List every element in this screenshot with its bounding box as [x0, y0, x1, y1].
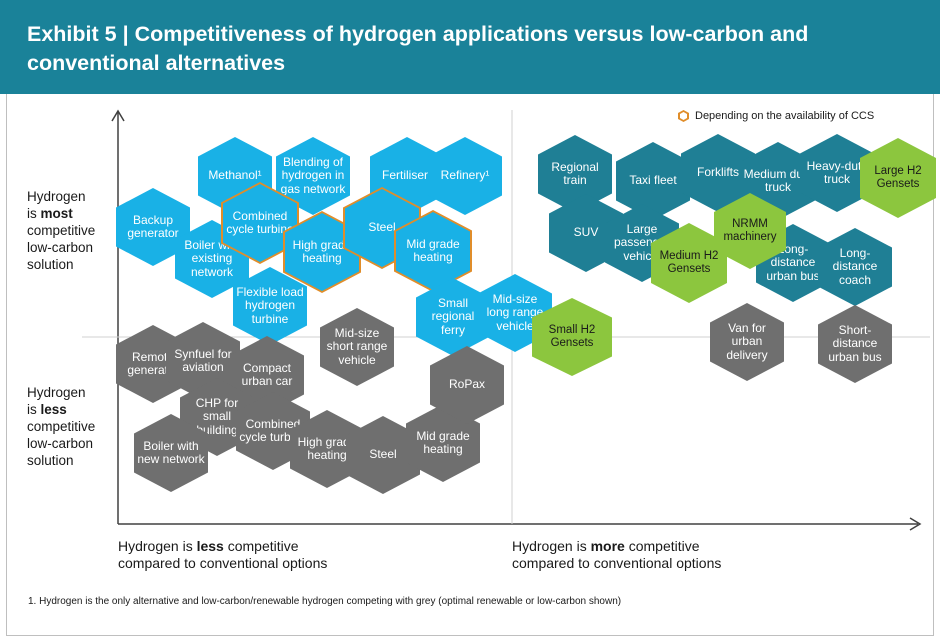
chart-frame: [6, 94, 934, 636]
hex-large-h2-gensets: Large H2 Gensets: [860, 138, 936, 218]
y-label-most: Hydrogen is most competitive low-carbon …: [27, 188, 117, 273]
hex-mid-grade-heating-blue: Mid grade heating: [396, 212, 470, 290]
emphasis-word: less: [196, 538, 224, 554]
y-label-line: is most: [27, 206, 73, 221]
ccs-outline-icon: [678, 110, 689, 122]
y-axis-arrow-icon: [111, 109, 125, 122]
hex-midsize-short-range: Mid-size short range vehicle: [320, 308, 394, 386]
x-label-less: Hydrogen is less competitive compared to…: [118, 538, 327, 572]
y-label-line: solution: [27, 453, 74, 468]
y-label-line: Hydrogen: [27, 189, 86, 204]
hex-medium-h2-gensets: Medium H2 Gensets: [651, 223, 727, 303]
x-axis-arrow-icon: [909, 517, 922, 531]
emphasis-word: more: [590, 538, 625, 554]
x-label-line: compared to conventional options: [118, 555, 328, 571]
header-banner: Exhibit 5 | Competitiveness of hydrogen …: [0, 0, 940, 94]
y-label-line: Hydrogen: [27, 385, 86, 400]
x-label-line: compared to conventional options: [512, 555, 722, 571]
y-label-line: low-carbon: [27, 240, 94, 255]
footnote: 1. Hydrogen is the only alternative and …: [28, 596, 622, 607]
y-label-line: competitive: [27, 223, 96, 238]
legend: Depending on the availability of CCS: [678, 110, 874, 122]
y-label-less: Hydrogen is less competitive low-carbon …: [27, 384, 117, 469]
page-title: Exhibit 5 | Competitiveness of hydrogen …: [27, 22, 809, 75]
hex-refinery: Refinery¹: [428, 137, 502, 215]
y-label-line: competitive: [27, 419, 96, 434]
y-label-line: is less: [27, 402, 67, 417]
x-label-line: Hydrogen is less competitive: [118, 538, 299, 554]
hex-ropax: RoPax: [430, 346, 504, 424]
y-label-line: low-carbon: [27, 436, 94, 451]
legend-label: Depending on the availability of CCS: [695, 110, 875, 122]
emphasis-word: most: [40, 206, 73, 221]
y-label-line: solution: [27, 257, 74, 272]
x-label-more: Hydrogen is more competitive compared to…: [512, 538, 721, 572]
hex-small-regional-ferry: Small regional ferry: [416, 278, 490, 356]
emphasis-word: less: [40, 402, 67, 417]
x-label-line: Hydrogen is more competitive: [512, 538, 700, 554]
